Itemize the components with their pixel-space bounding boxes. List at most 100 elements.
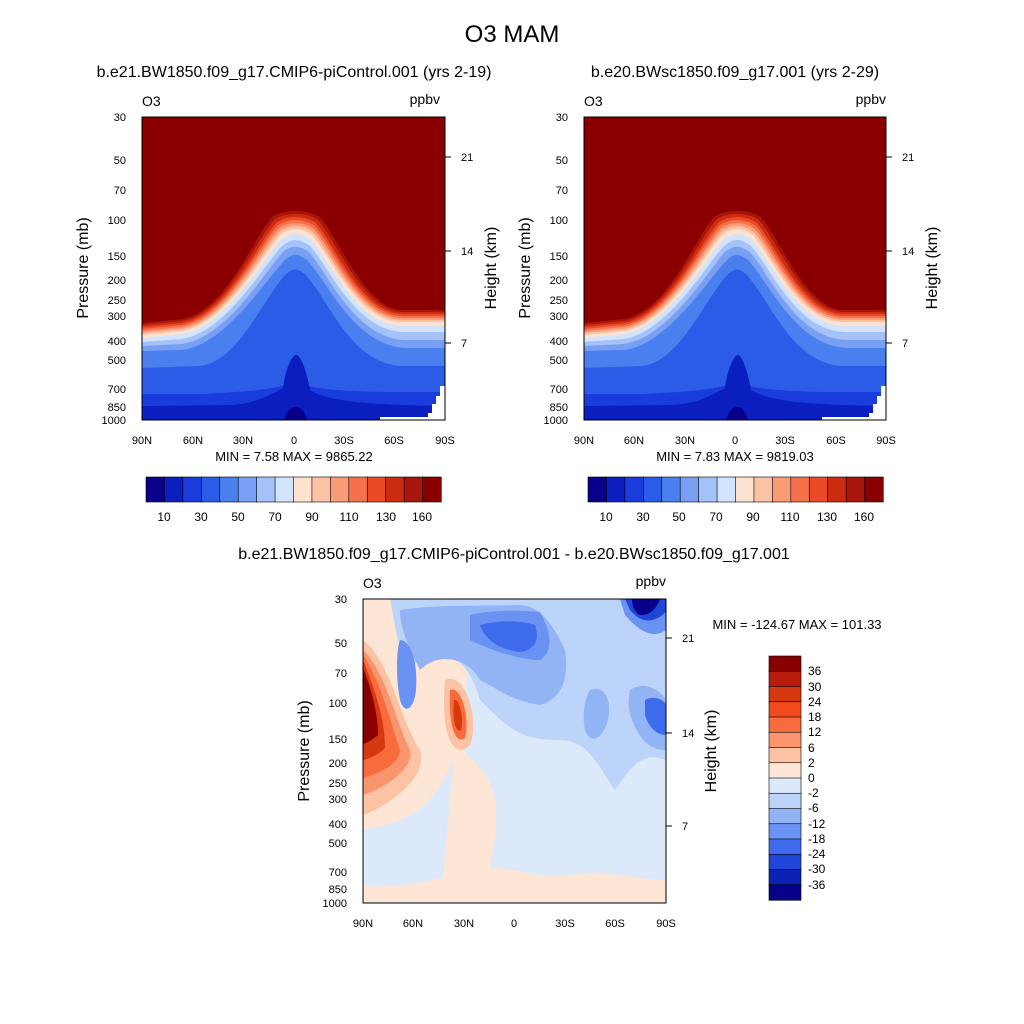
panel-3-cb-label: -6 — [808, 801, 819, 815]
panel-3-ytick: 30 — [335, 594, 347, 606]
panel-3-neg-upper-18 — [480, 621, 537, 652]
panel-3-cb-label: -2 — [808, 786, 819, 800]
panel-2-cb-label: 90 — [746, 510, 760, 524]
panel-3-ytick: 300 — [329, 794, 347, 806]
colorbar-swatch — [366, 476, 387, 503]
colorbar-swatch — [643, 476, 663, 503]
panel-2-cb-label: 30 — [636, 510, 650, 524]
panel-3-ytick: 500 — [329, 838, 347, 850]
panel-2-y2tick: 21 — [902, 152, 914, 164]
panel-3-cb-label: -18 — [808, 832, 826, 846]
panel-2-xtick: 90N — [574, 435, 594, 447]
panel-2-ytick: 850 — [550, 402, 568, 414]
panel-2-ytick: 150 — [550, 251, 568, 263]
colorbar-swatch — [768, 792, 802, 810]
panel-3-ytick: 250 — [329, 778, 347, 790]
panel-3-minmax: MIN = -124.67 MAX = 101.33 — [712, 617, 881, 632]
panel-2-xticks: 90N 60N 30N 0 30S 60S 90S — [574, 435, 896, 447]
panel-3-ytick: 700 — [329, 867, 347, 879]
colorbar-swatch — [768, 884, 802, 901]
panel-1-yticks: 30 50 70 100 150 200 250 300 400 500 700… — [102, 112, 126, 427]
panel-3-cb-label: 2 — [808, 756, 815, 770]
colorbar-swatch — [422, 476, 442, 503]
panel-3-cb-label: 12 — [808, 725, 822, 739]
colorbar-swatch — [403, 476, 424, 503]
panel-1-band-30 — [142, 269, 445, 420]
colorbar-swatch — [164, 476, 184, 503]
panel-3-cb-label: -24 — [808, 847, 826, 861]
figure-title: O3 MAM — [465, 21, 560, 48]
panel-2-xtick: 60S — [826, 435, 846, 447]
colorbar-swatch — [768, 762, 802, 779]
panel-3-cb-label: 0 — [808, 771, 815, 785]
panel-1-xticks: 90N 60N 30N 0 30S 60S 90S — [132, 435, 455, 447]
panel-1-ytick: 100 — [108, 215, 126, 227]
panel-3-yticks: 30 50 70 100 150 200 250 300 400 500 700… — [323, 594, 347, 910]
panel-1-cb-label: 10 — [157, 510, 171, 524]
panel-1-xtick: 30N — [233, 435, 253, 447]
colorbar-swatch — [624, 476, 644, 503]
colorbar-swatch — [182, 476, 202, 503]
panel-1-ytick: 200 — [108, 275, 126, 287]
colorbar-swatch — [587, 476, 608, 503]
colorbar-swatch — [827, 476, 847, 503]
panel-2-y2tick: 14 — [902, 246, 914, 258]
colorbar-swatch — [256, 476, 276, 503]
panel-3-neg-right-mid-2 — [645, 697, 666, 735]
panel-3-pos-left-24 — [363, 668, 378, 744]
panel-2-xtick: 30S — [775, 435, 795, 447]
panel-2-field — [584, 117, 886, 420]
panel-3-variable: O3 — [363, 575, 382, 591]
panel-1-xtick: 90S — [435, 435, 455, 447]
panel-1-ytick: 850 — [108, 402, 126, 414]
panel-2-xtick: 90S — [876, 435, 896, 447]
panel-1-surface-mask — [380, 386, 445, 420]
panel-3-y2tick: 14 — [682, 728, 694, 740]
panel-2-cb-label: 70 — [709, 510, 723, 524]
panel-3-ytick: 200 — [329, 758, 347, 770]
panel-3-cb-label: 6 — [808, 741, 815, 755]
panel-3-cb-label: -30 — [808, 862, 826, 876]
panel-2-frame — [583, 116, 887, 421]
colorbar-swatch — [768, 777, 802, 794]
panel-3-cb-label: -36 — [808, 878, 826, 892]
panel-1-colorbar-labels: 10 30 50 70 90 110 130 160 — [157, 510, 432, 524]
panel-1-xtick: 30S — [334, 435, 354, 447]
panel-2-ytick: 200 — [550, 275, 568, 287]
panel-1-y2label: Height (km) — [483, 227, 500, 310]
panel-2-colorbar-labels: 10 30 50 70 90 110 130 160 — [599, 510, 874, 524]
panel-3-neg-right-top-4 — [632, 599, 660, 616]
panel-2-xtick: 0 — [732, 435, 738, 447]
panel-1-ytick: 700 — [108, 384, 126, 396]
panel-3-pos-surface — [363, 867, 666, 903]
colorbar-swatch — [845, 476, 866, 503]
panel-2-y2ticks: 21 14 7 — [886, 152, 914, 350]
panel-3-pos-30n-18 — [453, 699, 463, 731]
panel-1-cb-label: 90 — [305, 510, 319, 524]
panel-1-ytick: 250 — [108, 295, 126, 307]
panel-2-ytick: 700 — [550, 384, 568, 396]
panel-2-colorbar — [587, 476, 884, 503]
panel-3-cb-label: -12 — [808, 817, 826, 831]
colorbar-swatch — [768, 747, 802, 764]
colorbar-swatch — [768, 655, 802, 672]
panel-3-cb-label: 30 — [808, 680, 822, 694]
panel-1-cb-label: 30 — [194, 510, 208, 524]
panel-1-ytick: 500 — [108, 355, 126, 367]
panel-3-neg-mid-dip — [583, 689, 610, 739]
panel-1-y2tick: 7 — [461, 338, 467, 350]
panel-3-y2tick: 7 — [682, 821, 688, 833]
colorbar-swatch — [330, 476, 350, 503]
panel-3-cb-label: 18 — [808, 710, 822, 724]
panel-3-pos-lower — [440, 740, 497, 903]
colorbar-swatch — [768, 701, 802, 718]
colorbar-swatch — [772, 476, 792, 503]
panel-3-ytick: 50 — [335, 638, 347, 650]
panel-3-units: ppbv — [636, 573, 666, 589]
panel-2-ytick: 50 — [556, 155, 568, 167]
panel-2: b.e20.BWsc1850.f09_g17.001 (yrs 2-29) O3… — [517, 64, 941, 524]
panel-2-y2tick: 7 — [902, 338, 908, 350]
colorbar-swatch — [768, 808, 802, 825]
colorbar-swatch — [606, 476, 626, 503]
panel-2-xtick: 30N — [675, 435, 695, 447]
